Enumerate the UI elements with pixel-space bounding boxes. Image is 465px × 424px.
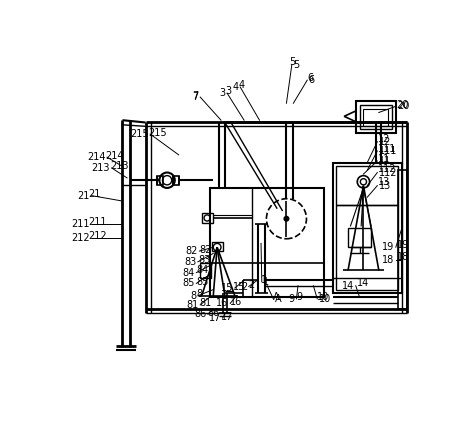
Bar (398, 170, 407, 309)
Text: 213: 213 (92, 163, 110, 173)
Text: 85: 85 (182, 279, 195, 288)
Bar (332, 162, 402, 293)
Text: 5: 5 (289, 57, 295, 67)
Text: 9: 9 (289, 294, 295, 304)
Text: 84: 84 (183, 268, 195, 278)
Bar (173, 176, 179, 185)
Text: 10: 10 (319, 294, 331, 304)
Text: 15: 15 (233, 282, 246, 292)
Text: 212: 212 (72, 233, 90, 243)
Text: 84: 84 (196, 265, 209, 275)
Text: 3: 3 (226, 86, 232, 96)
Text: 112: 112 (379, 167, 397, 178)
Text: 17: 17 (209, 313, 221, 323)
Text: 111: 111 (379, 146, 397, 156)
Bar (337, 205, 398, 290)
Text: 12: 12 (378, 134, 391, 145)
Polygon shape (344, 111, 356, 122)
Text: 212: 212 (88, 231, 107, 241)
Text: 20: 20 (397, 101, 410, 112)
Text: 4: 4 (232, 82, 239, 92)
Text: 1: 1 (261, 275, 267, 285)
Text: 3: 3 (219, 88, 226, 98)
Text: A: A (273, 292, 280, 302)
Bar (210, 188, 324, 297)
Text: 83: 83 (198, 255, 210, 265)
Text: 215: 215 (130, 129, 149, 139)
Text: 11: 11 (378, 153, 390, 164)
Text: 112: 112 (378, 165, 397, 174)
Text: 81: 81 (186, 300, 199, 310)
Text: 13: 13 (379, 181, 391, 191)
Text: 18: 18 (382, 255, 394, 265)
Bar (364, 109, 388, 126)
Text: 16: 16 (230, 297, 242, 307)
Text: 215: 215 (149, 128, 167, 137)
Text: 7: 7 (193, 92, 199, 102)
Circle shape (284, 216, 289, 221)
Bar (202, 212, 213, 223)
Bar (200, 262, 211, 278)
Text: 19: 19 (382, 242, 394, 252)
Text: 214: 214 (87, 152, 106, 162)
Text: 14: 14 (357, 279, 369, 288)
Text: 4: 4 (239, 80, 245, 90)
Text: 8: 8 (196, 289, 202, 299)
Text: 9: 9 (297, 292, 303, 302)
Text: 211: 211 (72, 219, 90, 229)
Text: 1: 1 (263, 277, 269, 287)
Text: 213: 213 (110, 162, 129, 171)
Text: 6: 6 (307, 73, 313, 83)
Text: 86: 86 (207, 308, 219, 318)
Text: 5: 5 (293, 60, 299, 70)
Text: 16: 16 (216, 298, 229, 308)
Text: 20: 20 (397, 100, 409, 110)
Bar (212, 242, 223, 251)
Bar (356, 101, 396, 133)
Text: 11: 11 (379, 156, 391, 166)
Bar (359, 105, 392, 129)
Bar (348, 228, 371, 247)
Text: 13: 13 (378, 177, 390, 187)
Text: 81: 81 (199, 298, 212, 308)
Text: 211: 211 (88, 217, 107, 227)
Text: 7: 7 (193, 91, 199, 100)
Text: 19: 19 (397, 240, 409, 250)
Text: A: A (275, 294, 281, 304)
Text: 17: 17 (221, 312, 233, 321)
Text: 82: 82 (199, 245, 212, 254)
Text: 111: 111 (378, 144, 397, 153)
Text: 2: 2 (241, 282, 247, 292)
Text: 214: 214 (106, 151, 124, 161)
Text: 18: 18 (397, 252, 409, 262)
Text: 82: 82 (186, 246, 198, 256)
Text: 15: 15 (221, 283, 233, 293)
Text: 21: 21 (88, 189, 101, 199)
Text: 14: 14 (342, 281, 354, 291)
Text: 21: 21 (78, 191, 90, 201)
Text: 10: 10 (317, 292, 330, 302)
Text: 12: 12 (379, 137, 391, 147)
Text: 2: 2 (248, 280, 254, 290)
Text: 8: 8 (190, 291, 196, 301)
Text: 83: 83 (184, 257, 196, 267)
Bar (337, 166, 398, 205)
Text: 85: 85 (196, 277, 209, 287)
Text: 86: 86 (194, 309, 206, 319)
Text: 6: 6 (309, 75, 315, 85)
Bar (157, 176, 163, 185)
